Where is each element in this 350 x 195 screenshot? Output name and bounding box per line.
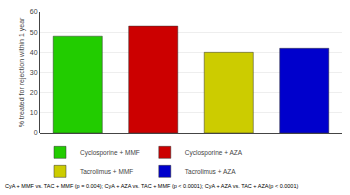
svg-text:30: 30 [30,69,38,76]
svg-text:0: 0 [34,129,38,136]
svg-text:60: 60 [30,8,38,15]
svg-text:Tacrolimus + MMF: Tacrolimus + MMF [80,168,133,175]
svg-text:CyA + MMF vs. TAC + MMF (p = 0: CyA + MMF vs. TAC + MMF (p = 0.004); CyA… [5,183,298,189]
svg-text:40: 40 [30,49,38,56]
svg-text:Cyclosporine + MMF: Cyclosporine + MMF [80,149,140,157]
svg-text:% treated for rejection within: % treated for rejection within 1 year [18,17,26,127]
svg-text:50: 50 [30,29,38,36]
svg-text:20: 20 [30,89,38,96]
svg-text:10: 10 [30,109,38,116]
svg-text:Cyclosporine + AZA: Cyclosporine + AZA [185,149,243,157]
svg-text:Tacrolimus + AZA: Tacrolimus + AZA [185,168,236,175]
